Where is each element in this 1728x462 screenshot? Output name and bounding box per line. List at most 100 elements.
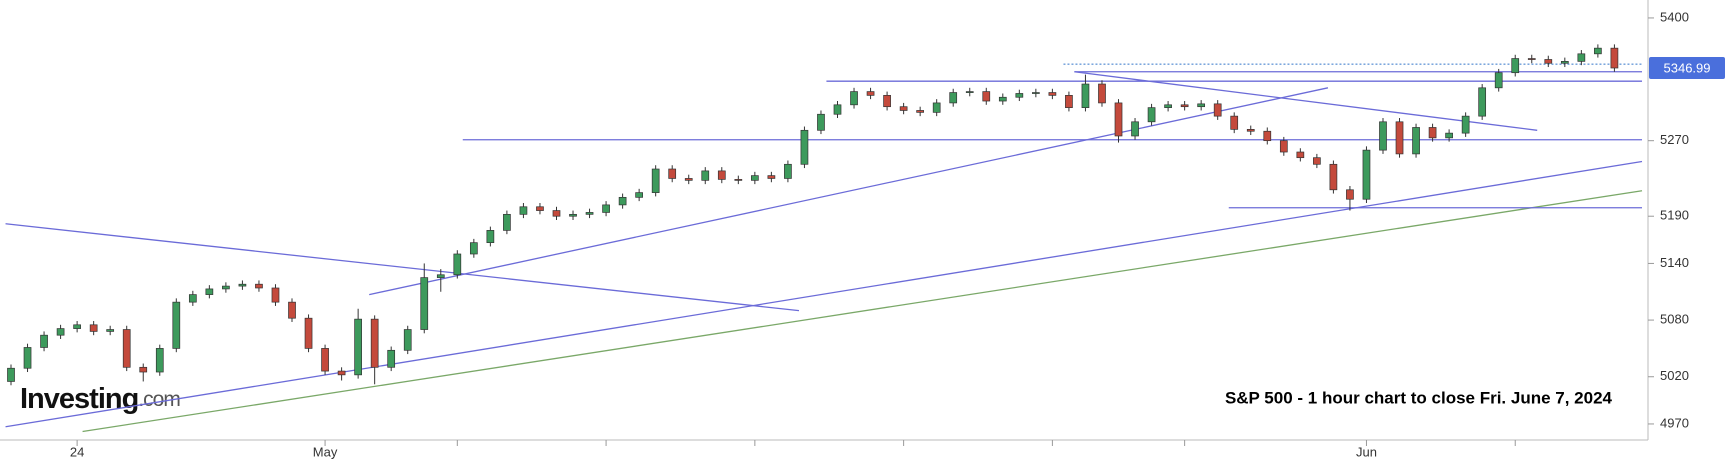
x-tick-label: 24 [70, 444, 84, 459]
candle-body [155, 348, 164, 373]
candle-body [139, 366, 148, 373]
candle-body [684, 178, 693, 181]
candle-body [1346, 189, 1354, 200]
candle-body [1610, 47, 1619, 69]
candle-body [1313, 157, 1321, 165]
candle-body [784, 163, 792, 179]
candle-body [1081, 83, 1090, 108]
candle-body [552, 210, 561, 217]
candle-body [172, 301, 181, 349]
candle-body [1560, 61, 1569, 64]
candle-body [1015, 93, 1024, 98]
chart-annotation: S&P 500 - 1 hour chart to close Fri. Jun… [1225, 388, 1613, 407]
candle-body [1164, 104, 1172, 108]
candle-body [1428, 127, 1437, 139]
candle-body [750, 175, 759, 181]
candle-body [982, 91, 991, 102]
watermark-main: Investing [20, 383, 138, 415]
candle-body [1594, 47, 1602, 55]
y-tick-label: 5020 [1660, 368, 1689, 383]
candle-body [569, 213, 577, 217]
y-tick-label: 5400 [1660, 9, 1689, 24]
candle-body [635, 192, 643, 198]
candle-body [850, 91, 858, 106]
price-box [1649, 56, 1725, 79]
candle-body [932, 102, 941, 113]
candle-body [188, 294, 197, 303]
candle-body [1032, 92, 1040, 94]
y-tick-label: 5190 [1660, 208, 1689, 223]
candle-body [503, 213, 511, 231]
candle-body [949, 92, 958, 104]
candle-body [998, 96, 1007, 102]
candle-body [800, 129, 809, 165]
candle-body [1296, 151, 1305, 159]
candle-body [1180, 104, 1189, 108]
candle-body [585, 212, 594, 215]
candle-body [1527, 58, 1536, 60]
candle-body [73, 324, 81, 329]
candle-body [618, 196, 627, 206]
trend-line [369, 87, 1329, 296]
candle-body [1279, 140, 1288, 153]
y-tick-label: 4970 [1660, 415, 1689, 430]
candle-body [1114, 102, 1123, 137]
candle-body [717, 170, 726, 180]
candle-body [1362, 149, 1371, 200]
candle-body [965, 91, 974, 93]
candle-body [651, 168, 660, 193]
candle-body [370, 318, 379, 368]
y-tick-label: 5140 [1660, 255, 1689, 270]
candle-body [1065, 95, 1073, 108]
candle-body [701, 170, 710, 181]
candle-body [1577, 53, 1586, 62]
candle-body [1098, 83, 1106, 104]
candle-body [23, 347, 32, 369]
candle-body [321, 348, 329, 372]
price-label: 5346.99 [1664, 60, 1711, 75]
candle-body [1213, 103, 1222, 117]
candle-body [1445, 132, 1453, 139]
candle-body [354, 318, 362, 376]
trend-line [82, 190, 1643, 433]
candle-body [866, 91, 875, 96]
candle-body [122, 329, 131, 368]
candle-body [1461, 115, 1470, 134]
candle-body [453, 253, 462, 276]
watermark: Investing.com [20, 383, 180, 415]
candle-body [734, 179, 743, 181]
candle-body [337, 370, 346, 376]
candle-body [255, 283, 263, 289]
candle-body [916, 110, 925, 113]
x-tick-label: May [313, 444, 338, 459]
candle-body [387, 349, 396, 368]
candle-body [238, 283, 247, 287]
candle-body [519, 206, 528, 215]
candle-body [288, 301, 296, 319]
watermark-suffix: .com [138, 388, 180, 411]
candle-body [40, 334, 48, 348]
candle-body [469, 242, 478, 255]
candle-body [602, 204, 610, 213]
candle-body [403, 329, 412, 351]
candle-body [899, 106, 908, 111]
candle-body [1131, 121, 1139, 137]
candle-body [1230, 115, 1239, 130]
candle-body [1197, 103, 1206, 108]
candle-body [1544, 59, 1553, 64]
candle-body [205, 288, 214, 295]
candle-body [536, 206, 544, 211]
candle-body [436, 274, 445, 278]
candle-body [486, 230, 495, 244]
candle-body [767, 175, 776, 179]
candle-body [106, 329, 115, 332]
y-tick-label: 5270 [1660, 132, 1689, 147]
candle-body [1147, 107, 1156, 123]
candle-body [668, 168, 677, 179]
candle-body [1511, 58, 1520, 74]
candle-body [89, 324, 98, 332]
x-tick-label: Jun [1356, 444, 1377, 459]
candle-body [1379, 121, 1387, 151]
candle-body [817, 113, 825, 131]
